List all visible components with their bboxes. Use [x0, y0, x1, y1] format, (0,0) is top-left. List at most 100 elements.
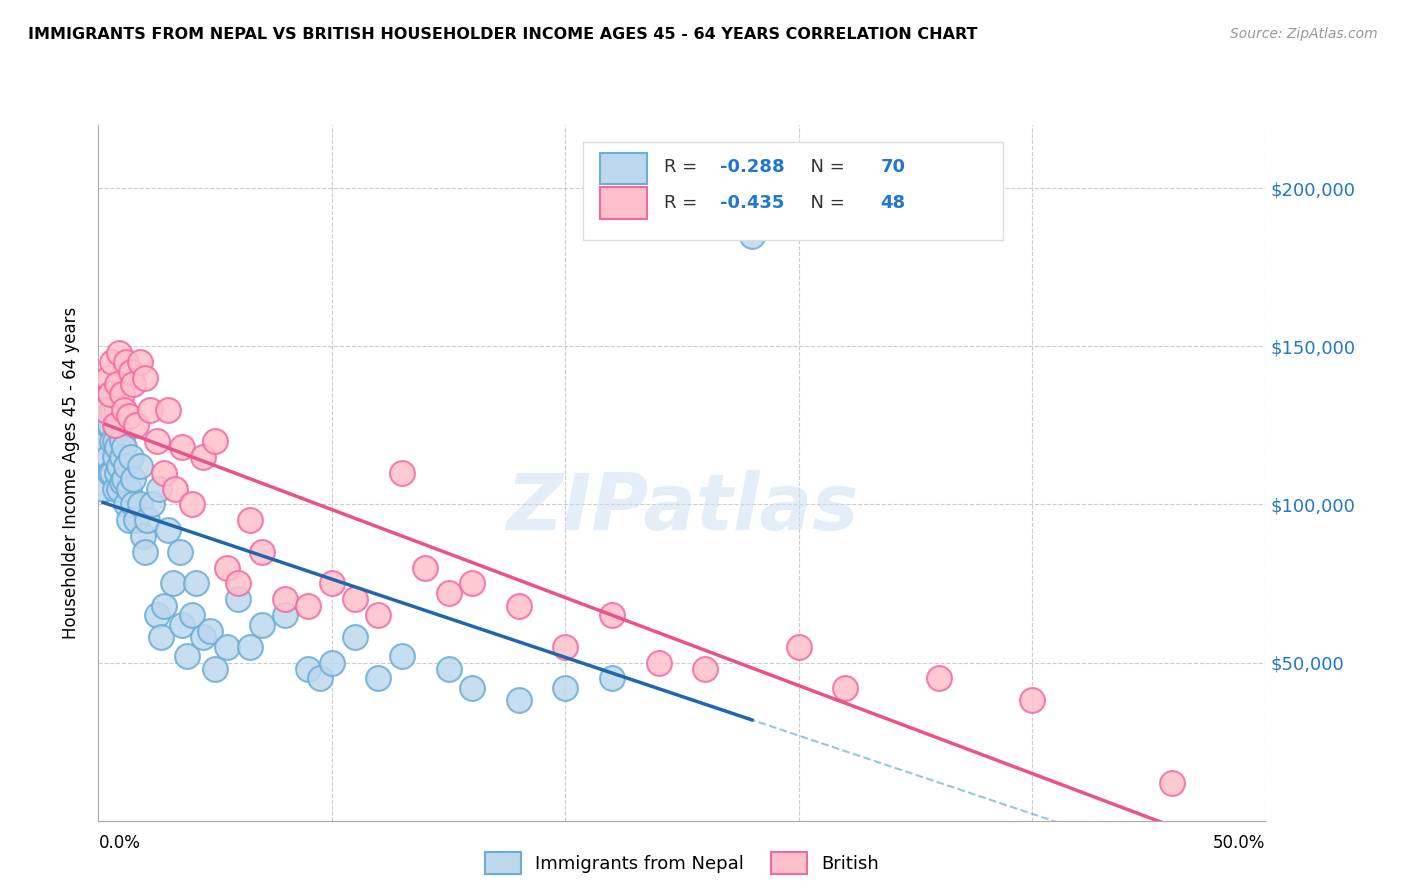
- Point: [139, 402, 162, 417]
- Point: [600, 608, 623, 623]
- Point: [101, 355, 124, 369]
- Point: [101, 466, 124, 480]
- Point: [180, 497, 202, 511]
- Point: [98, 418, 121, 433]
- Point: [157, 523, 180, 537]
- Point: [120, 365, 142, 379]
- Point: [1021, 693, 1043, 707]
- Point: [344, 630, 367, 644]
- Text: 48: 48: [880, 194, 905, 211]
- Point: [1161, 775, 1184, 789]
- Legend: Immigrants from Nepal, British: Immigrants from Nepal, British: [477, 845, 887, 881]
- Point: [146, 434, 169, 449]
- Point: [118, 409, 141, 423]
- Point: [204, 662, 226, 676]
- Point: [250, 545, 273, 559]
- Point: [928, 671, 950, 685]
- Point: [148, 482, 170, 496]
- Point: [274, 608, 297, 623]
- Text: -0.435: -0.435: [720, 194, 785, 211]
- Point: [165, 482, 187, 496]
- Point: [437, 586, 460, 600]
- Point: [98, 386, 121, 401]
- Point: [105, 402, 128, 417]
- Text: Source: ZipAtlas.com: Source: ZipAtlas.com: [1230, 27, 1378, 41]
- Point: [125, 513, 148, 527]
- Point: [122, 377, 145, 392]
- Point: [508, 599, 530, 613]
- Point: [215, 560, 238, 574]
- Point: [152, 466, 174, 480]
- Point: [186, 576, 208, 591]
- Bar: [600, 153, 647, 184]
- Point: [101, 402, 124, 417]
- Point: [129, 355, 152, 369]
- Point: [98, 386, 121, 401]
- Point: [297, 662, 319, 676]
- Text: -0.288: -0.288: [720, 158, 785, 176]
- Point: [367, 671, 389, 685]
- Point: [132, 529, 155, 543]
- Point: [367, 608, 389, 623]
- Point: [391, 649, 413, 664]
- Point: [647, 656, 669, 670]
- Text: 50.0%: 50.0%: [1213, 834, 1265, 852]
- Point: [134, 545, 156, 559]
- Point: [215, 640, 238, 654]
- Point: [741, 228, 763, 243]
- Point: [120, 450, 142, 464]
- Point: [122, 472, 145, 486]
- Point: [180, 608, 202, 623]
- Text: R =: R =: [665, 158, 703, 176]
- Text: N =: N =: [799, 194, 851, 211]
- Text: ZIPatlas: ZIPatlas: [506, 469, 858, 546]
- Point: [200, 624, 222, 638]
- Text: R =: R =: [665, 194, 703, 211]
- Text: 70: 70: [880, 158, 905, 176]
- Point: [695, 662, 717, 676]
- Point: [115, 459, 138, 474]
- Point: [108, 345, 131, 359]
- Point: [97, 450, 120, 464]
- Point: [239, 513, 262, 527]
- Point: [193, 630, 215, 644]
- Point: [105, 466, 128, 480]
- Point: [125, 418, 148, 433]
- Point: [309, 671, 332, 685]
- Point: [391, 466, 413, 480]
- Point: [111, 386, 134, 401]
- FancyBboxPatch shape: [582, 142, 1002, 240]
- Point: [104, 434, 127, 449]
- Point: [413, 560, 436, 574]
- Point: [141, 497, 163, 511]
- Point: [250, 617, 273, 632]
- Point: [162, 576, 184, 591]
- Point: [118, 482, 141, 496]
- Point: [98, 466, 121, 480]
- Point: [108, 418, 131, 433]
- Point: [554, 681, 576, 695]
- Point: [321, 656, 343, 670]
- Point: [97, 371, 120, 385]
- Point: [118, 513, 141, 527]
- Point: [600, 671, 623, 685]
- Point: [105, 377, 128, 392]
- Point: [108, 482, 131, 496]
- Point: [228, 592, 250, 607]
- Point: [97, 418, 120, 433]
- Point: [176, 649, 198, 664]
- Point: [508, 693, 530, 707]
- Point: [172, 617, 194, 632]
- Point: [204, 434, 226, 449]
- Point: [274, 592, 297, 607]
- Point: [112, 472, 135, 486]
- Point: [101, 434, 124, 449]
- Point: [112, 402, 135, 417]
- Point: [104, 482, 127, 496]
- Point: [344, 592, 367, 607]
- Point: [115, 497, 138, 511]
- Point: [152, 599, 174, 613]
- Point: [461, 576, 484, 591]
- Point: [321, 576, 343, 591]
- Point: [136, 513, 159, 527]
